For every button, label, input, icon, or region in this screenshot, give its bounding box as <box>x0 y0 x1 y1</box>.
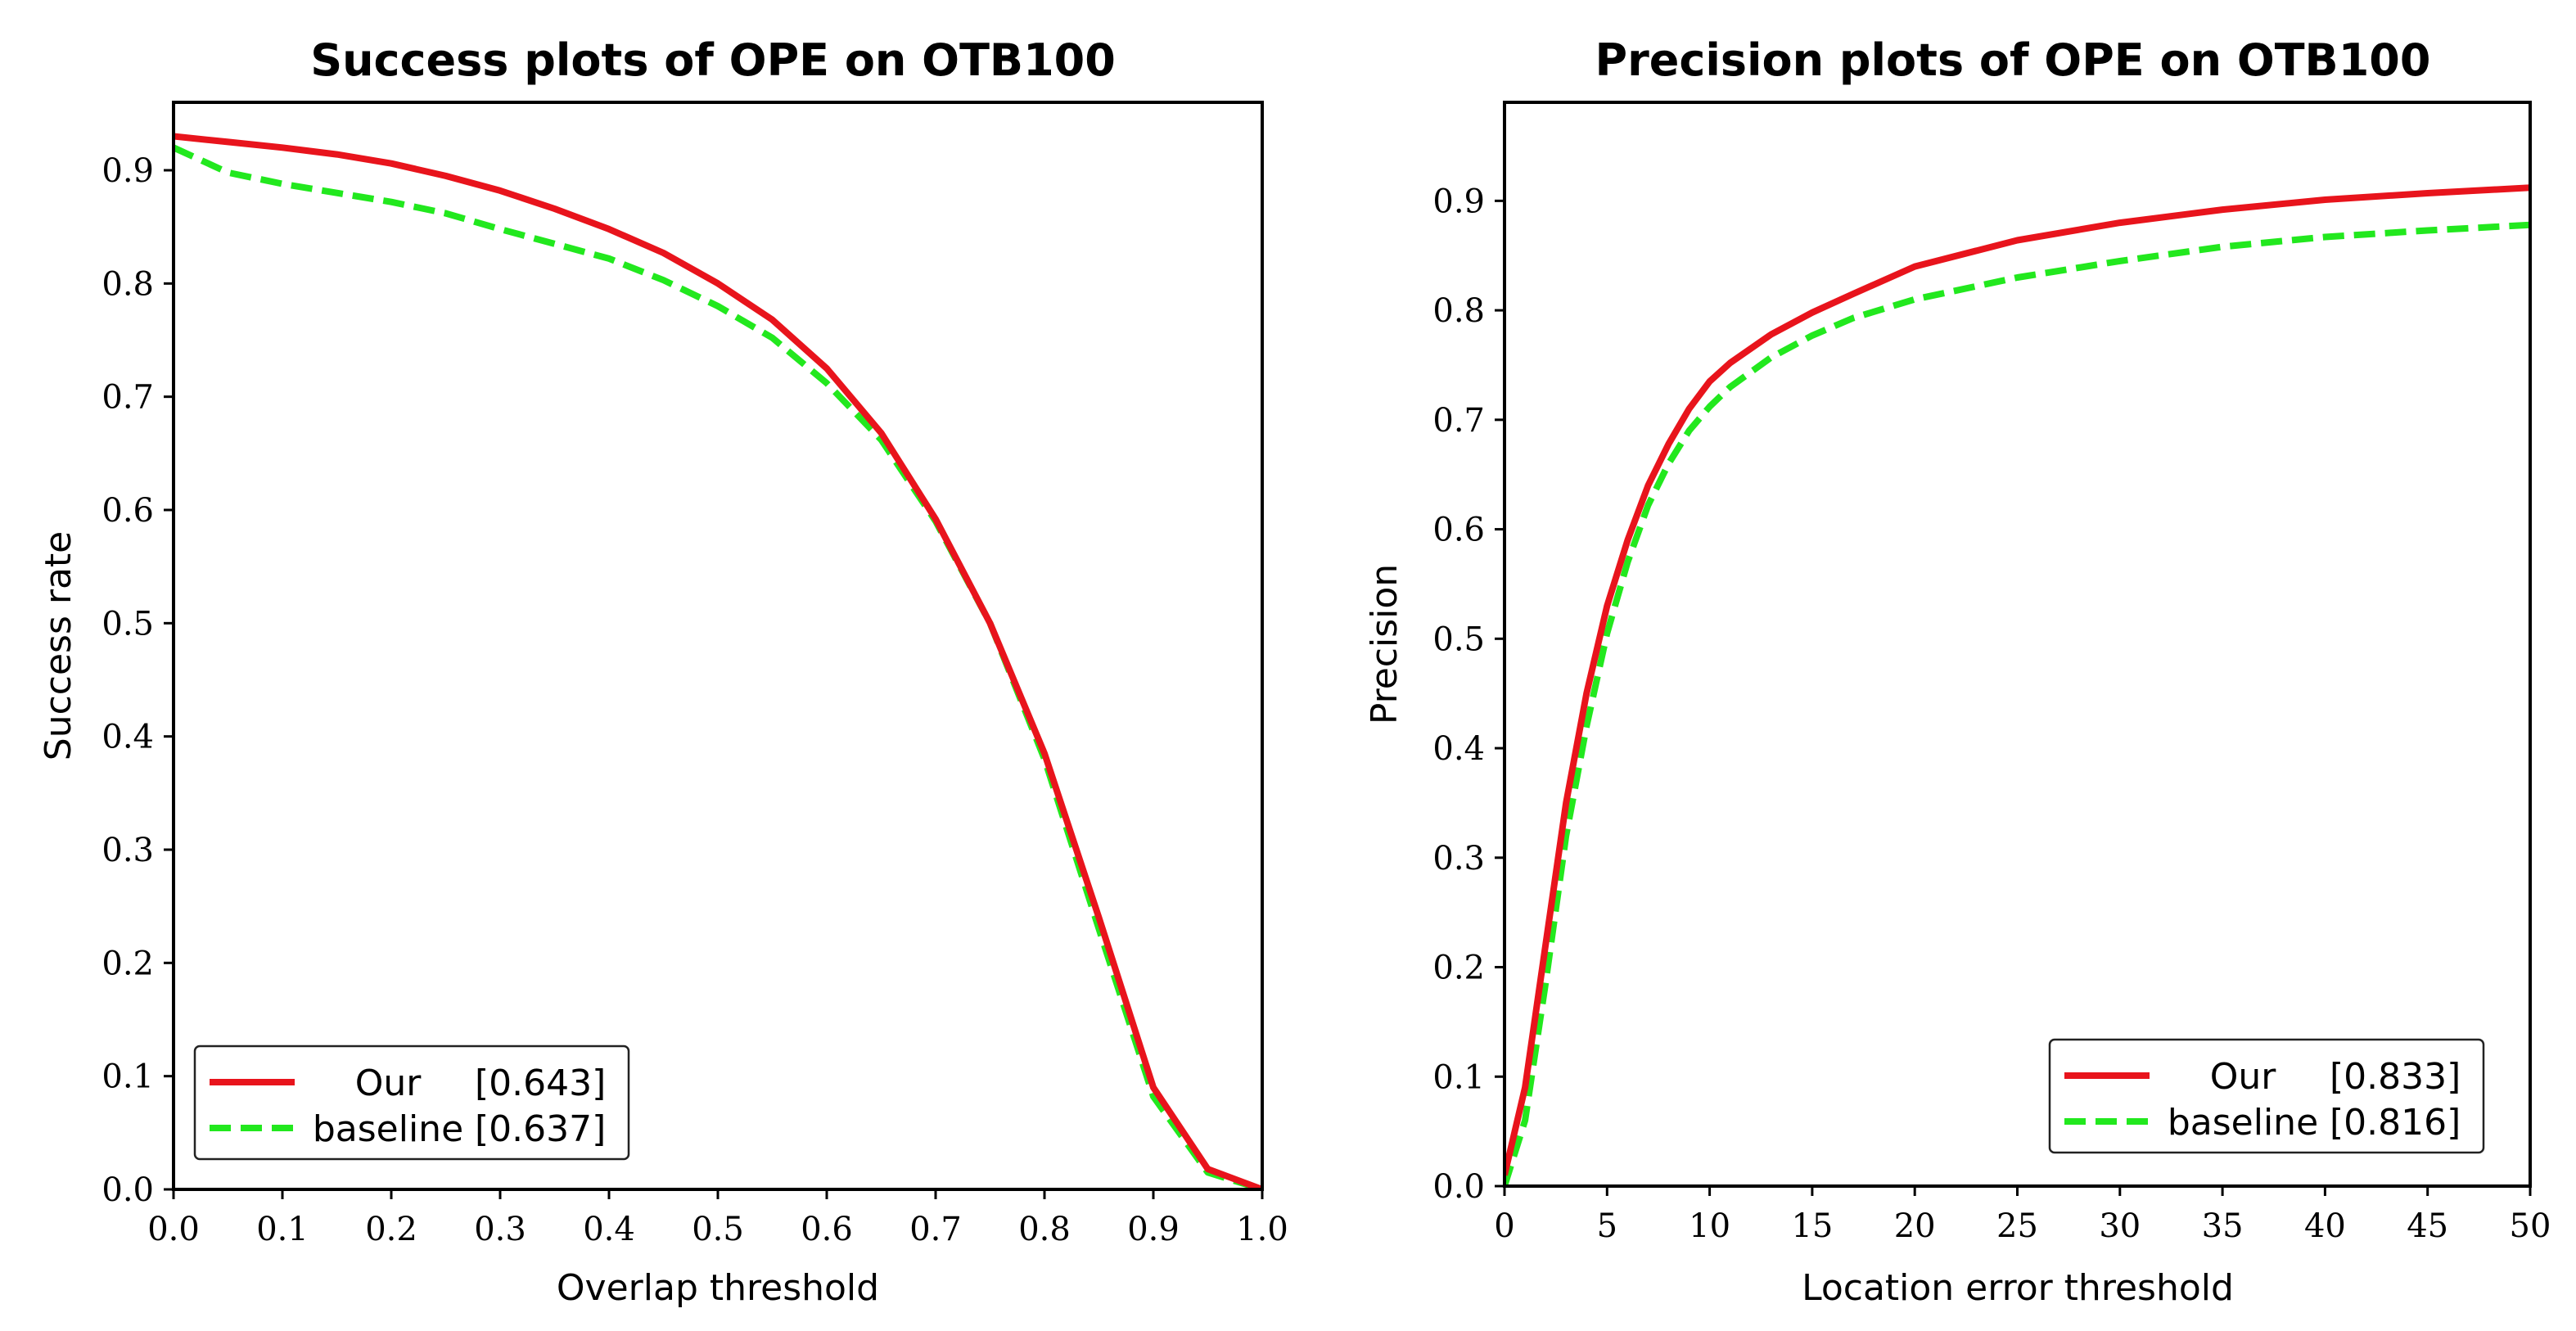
success-plot-x-tick-label: 0.6 <box>801 1211 853 1248</box>
precision-plot-x-tick-label: 15 <box>1791 1207 1833 1245</box>
success-plot-y-tick-label: 0.8 <box>102 265 154 303</box>
precision-plot-y-tick-label: 0.2 <box>1432 950 1485 987</box>
success-plot-x-tick-label: 0.3 <box>474 1211 526 1248</box>
success-plot: Success plots of OPE on OTB100 0.0 0.1 0.2… <box>38 34 1288 1309</box>
precision-plot-x-tick-label: 50 <box>2510 1207 2551 1245</box>
precision-plot-x-tick-label: 20 <box>1894 1207 1936 1245</box>
precision-plot-x-axis-label: Location error threshold <box>1802 1267 2234 1309</box>
precision-plot-x-tick-label: 45 <box>2407 1207 2448 1245</box>
success-plot-y-tick-label: 0.6 <box>102 492 154 530</box>
success-plot-y-tick-label: 0.9 <box>102 152 154 190</box>
success-plot-y-tick-label: 0.1 <box>102 1058 154 1096</box>
precision-plot-y-tick-label: 0.4 <box>1432 730 1485 768</box>
success-plot-y-tick-label: 0.2 <box>102 945 154 982</box>
success-plot-x-tick-label: 0.9 <box>1127 1211 1180 1248</box>
precision-plot-y-tick-label: 0.9 <box>1432 183 1485 220</box>
precision-plot-series-baseline <box>1505 221 2531 1186</box>
legend-label-baseline: baseline <box>313 1108 463 1150</box>
success-plot-x-axis-label: Overlap threshold <box>557 1267 879 1309</box>
precision-plot-title: Precision plots of OPE on OTB100 <box>1595 34 2431 86</box>
success-plot-x-tick-label: 0.0 <box>147 1211 200 1248</box>
success-plot-legend-box <box>193 1044 630 1161</box>
precision-plot: Precision plots of OPE on OTB100 0 5 10 15 2… <box>1364 34 2551 1309</box>
precision-plot-y-tick-label: 0.3 <box>1432 840 1485 878</box>
precision-plot-y-tick-label: 0.8 <box>1432 292 1485 330</box>
success-plot-x-tick-label: 0.7 <box>909 1211 962 1248</box>
success-plot-x-tick-label: 0.8 <box>1018 1211 1071 1248</box>
precision-plot-y-tick-label: 0.7 <box>1432 402 1485 440</box>
success-plot-y-tick-label: 0.4 <box>102 719 154 756</box>
success-plot-x-tick-label: 0.4 <box>583 1211 635 1248</box>
precision-plot-x-tick-label: 30 <box>2099 1207 2141 1245</box>
success-plot-series-our <box>174 133 1264 1189</box>
success-plot-y-tick-label: 0.7 <box>102 379 154 417</box>
success-plot-y-tick-label: 0.3 <box>102 832 154 869</box>
success-plot-y-axis-label: Success rate <box>38 531 79 760</box>
precision-plot-x-tick-label: 0 <box>1494 1207 1514 1245</box>
success-plot-x-tick-label: 0.2 <box>365 1211 417 1248</box>
legend-score-baseline: [0.637] <box>475 1108 606 1150</box>
legend-label-our: Our <box>2210 1056 2277 1098</box>
success-plot-title: Success plots of OPE on OTB100 <box>310 34 1116 86</box>
legend-score-our: [0.833] <box>2330 1056 2461 1098</box>
success-plot-y-tick-label: 0.5 <box>102 605 154 643</box>
success-plot-x-tick-label: 1.0 <box>1236 1211 1288 1248</box>
precision-plot-y-tick-label: 0.6 <box>1432 512 1485 549</box>
success-plot-x-tick-label: 0.1 <box>256 1211 309 1248</box>
precision-plot-y-tick-label: 0.0 <box>1432 1168 1485 1206</box>
success-plot-y-tick-label: 0.0 <box>102 1171 154 1209</box>
legend-label-our: Our <box>355 1063 422 1104</box>
precision-plot-y-axis-label: Precision <box>1364 564 1405 724</box>
precision-plot-x-tick-label: 10 <box>1689 1207 1730 1245</box>
legend-score-our: [0.643] <box>475 1063 606 1104</box>
legend-score-baseline: [0.816] <box>2330 1102 2461 1144</box>
legend-label-baseline: baseline <box>2168 1102 2318 1144</box>
precision-plot-x-tick-label: 25 <box>1996 1207 2038 1245</box>
precision-plot-legend-box <box>2048 1038 2485 1154</box>
success-plot-x-tick-label: 0.5 <box>692 1211 744 1248</box>
success-plot-legend: Our [0.643] baseline [0.637] <box>193 1044 630 1161</box>
precision-plot-series-our <box>1505 184 2531 1176</box>
precision-plot-x-tick-label: 35 <box>2202 1207 2244 1245</box>
precision-plot-y-tick-label: 0.5 <box>1432 620 1485 658</box>
precision-plot-x-tick-label: 5 <box>1597 1207 1617 1245</box>
precision-plot-y-tick-label: 0.1 <box>1432 1058 1485 1096</box>
precision-plot-legend: Our [0.833] baseline [0.816] <box>2048 1038 2485 1154</box>
precision-plot-x-tick-label: 40 <box>2304 1207 2346 1245</box>
